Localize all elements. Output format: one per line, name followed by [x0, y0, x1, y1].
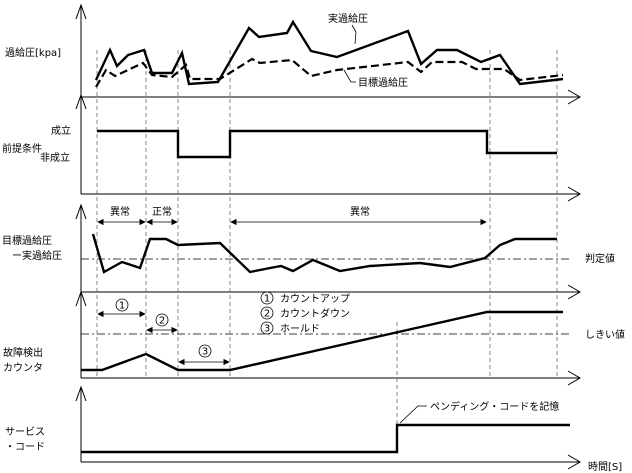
svg-text:3: 3 — [202, 347, 208, 358]
svg-text:2: 2 — [264, 309, 270, 320]
svg-text:3: 3 — [264, 324, 270, 335]
svg-text:ホールド: ホールド — [280, 323, 320, 335]
period-label-abnormal-2: 異常 — [350, 205, 370, 218]
y-axis-arrow-2 — [75, 203, 87, 220]
target-boost-leader — [343, 69, 356, 83]
counter-ylabel-1: 故障検出 — [3, 346, 43, 359]
svg-text:カウントアップ: カウントアップ — [280, 293, 350, 305]
difference-line — [91, 233, 557, 274]
target-boost-line — [95, 57, 564, 88]
marker-1: 1 — [115, 298, 129, 312]
x-axis-arrow-1 — [567, 186, 581, 202]
precondition-ylabel: 前提条件 — [2, 142, 42, 155]
time-axis-label: 時間[S] — [588, 461, 622, 473]
period-label-normal: 正常 — [152, 205, 172, 218]
pending-code-leader — [399, 405, 427, 424]
x-axis-arrow-3 — [567, 370, 581, 386]
difference-ylabel-1: 目標過給圧 — [2, 234, 52, 247]
time-markers — [96, 50, 558, 425]
counter-line — [81, 310, 563, 372]
axes — [75, 3, 581, 470]
actual-boost-leader — [351, 24, 357, 45]
counter-ylabel-2: カウンタ — [3, 362, 43, 374]
service-code-ylabel-1: サービス — [5, 426, 45, 438]
precondition-high-label: 成立 — [51, 124, 71, 137]
service-code-signal — [81, 423, 570, 454]
service-code-ylabel-2: ・コード — [5, 442, 45, 453]
y-axis-arrow-0 — [75, 3, 87, 20]
actual-boost-label: 実過給圧 — [328, 12, 368, 25]
y-axis-arrow-1 — [75, 93, 87, 110]
x-axis-arrow-4 — [567, 454, 581, 470]
period-label-abnormal-1: 異常 — [110, 205, 130, 218]
legend-count-up: 1 カウントアップ — [260, 291, 350, 305]
signals — [81, 19, 570, 454]
x-axis-arrow-2 — [567, 284, 581, 300]
precondition-low-label: 非成立 — [40, 151, 70, 164]
y-axis-arrow-3 — [75, 290, 87, 307]
boost-ylabel: 過給圧[kpa] — [5, 46, 61, 59]
marker-2: 2 — [155, 313, 169, 327]
legend-count-down: 2 カウントダウン — [260, 306, 350, 320]
precondition-signal — [97, 129, 557, 159]
svg-text:1: 1 — [264, 294, 270, 305]
x-axis-arrow-0 — [567, 89, 581, 105]
marker-3: 3 — [198, 344, 212, 358]
pending-code-annotation: ペンディング・コードを記憶 — [430, 400, 559, 413]
svg-text:1: 1 — [119, 301, 125, 312]
threshold-label: しきい値 — [585, 328, 625, 341]
legend-hold: 3 ホールド — [260, 321, 320, 335]
actual-boost-line — [94, 19, 564, 86]
judgement-value-label: 判定値 — [585, 252, 615, 265]
difference-ylabel-2: ー実過給圧 — [12, 249, 62, 262]
target-boost-label: 目標過給圧 — [358, 76, 408, 89]
svg-text:2: 2 — [159, 316, 165, 327]
svg-text:カウントダウン: カウントダウン — [280, 307, 350, 320]
y-axis-arrow-4 — [75, 385, 87, 402]
